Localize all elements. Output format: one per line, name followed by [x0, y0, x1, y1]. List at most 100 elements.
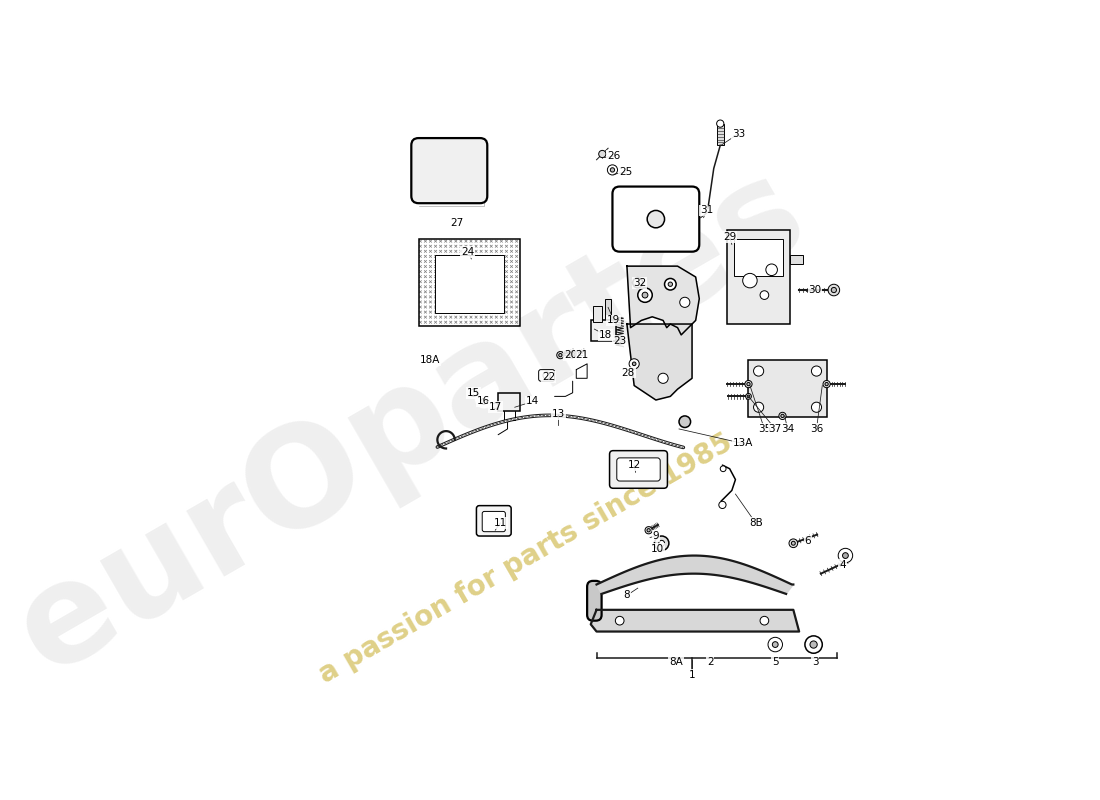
Text: 1: 1 [689, 670, 695, 680]
Circle shape [812, 366, 822, 376]
Text: 17: 17 [488, 402, 502, 412]
Circle shape [647, 210, 664, 228]
Circle shape [791, 542, 795, 546]
Circle shape [823, 381, 830, 388]
Circle shape [571, 354, 573, 357]
Circle shape [810, 641, 817, 648]
Circle shape [745, 381, 752, 388]
Text: a passion for parts since 1985: a passion for parts since 1985 [314, 429, 737, 690]
Circle shape [481, 398, 486, 404]
Bar [734, 239, 783, 275]
Circle shape [812, 402, 822, 412]
Text: 2: 2 [707, 657, 714, 667]
Circle shape [493, 403, 498, 409]
Bar [593, 306, 602, 322]
Bar [605, 298, 610, 319]
Circle shape [658, 374, 668, 383]
Text: 29: 29 [723, 232, 736, 242]
FancyBboxPatch shape [613, 186, 700, 252]
Circle shape [680, 298, 690, 307]
Text: 12: 12 [627, 460, 641, 470]
Circle shape [747, 382, 750, 386]
FancyBboxPatch shape [539, 370, 554, 381]
Circle shape [647, 529, 650, 532]
Circle shape [610, 168, 615, 172]
FancyBboxPatch shape [617, 458, 660, 481]
Circle shape [760, 290, 769, 299]
Text: 10: 10 [651, 544, 664, 554]
Circle shape [832, 287, 836, 293]
Circle shape [742, 274, 757, 288]
Text: 8: 8 [624, 590, 630, 600]
Text: 36: 36 [810, 424, 823, 434]
Text: 20: 20 [564, 350, 578, 360]
Circle shape [768, 638, 782, 652]
Circle shape [615, 616, 624, 625]
Circle shape [760, 616, 769, 625]
Circle shape [598, 150, 606, 158]
Circle shape [642, 292, 648, 298]
Bar [727, 230, 791, 324]
Text: 4: 4 [839, 560, 846, 570]
Circle shape [772, 642, 778, 647]
FancyBboxPatch shape [411, 138, 487, 203]
Bar [498, 393, 520, 411]
Circle shape [825, 382, 828, 386]
Text: 33: 33 [732, 129, 745, 138]
FancyBboxPatch shape [476, 506, 512, 536]
Text: 23: 23 [613, 336, 626, 346]
Circle shape [645, 526, 652, 534]
Circle shape [746, 394, 751, 399]
FancyBboxPatch shape [587, 581, 602, 621]
Circle shape [638, 288, 652, 302]
Circle shape [668, 282, 672, 286]
Circle shape [720, 466, 726, 472]
Text: 13: 13 [551, 410, 564, 419]
Text: 24: 24 [461, 246, 474, 257]
Circle shape [838, 548, 853, 562]
Circle shape [664, 278, 676, 290]
Circle shape [632, 278, 642, 288]
Text: 37: 37 [769, 424, 782, 434]
Text: eurOpartes: eurOpartes [0, 142, 827, 702]
Circle shape [470, 389, 477, 396]
Polygon shape [627, 266, 700, 335]
FancyBboxPatch shape [482, 511, 505, 532]
Text: 18: 18 [598, 330, 612, 340]
Circle shape [559, 354, 562, 357]
Polygon shape [596, 555, 793, 594]
Circle shape [766, 264, 778, 275]
Bar [748, 360, 826, 417]
Text: 11: 11 [494, 518, 507, 528]
Text: 18A: 18A [420, 355, 440, 366]
Circle shape [747, 395, 750, 398]
Bar [418, 239, 520, 326]
Circle shape [781, 414, 784, 418]
Circle shape [754, 366, 763, 376]
Text: 22: 22 [542, 372, 556, 382]
Polygon shape [627, 324, 692, 400]
Text: 26: 26 [607, 151, 620, 161]
Text: 27: 27 [450, 218, 463, 228]
Text: 19: 19 [607, 315, 620, 326]
Circle shape [607, 165, 617, 175]
Circle shape [659, 540, 664, 546]
Text: 25: 25 [619, 167, 632, 177]
Text: 6: 6 [804, 536, 811, 546]
Text: 14: 14 [526, 397, 539, 406]
Bar [436, 255, 504, 313]
Text: 31: 31 [700, 206, 713, 215]
FancyBboxPatch shape [609, 450, 668, 488]
Text: 5: 5 [772, 657, 779, 667]
Text: 35: 35 [758, 424, 771, 434]
Text: 13A: 13A [733, 438, 752, 449]
Bar [591, 321, 616, 341]
Circle shape [805, 636, 823, 654]
Circle shape [569, 352, 575, 358]
Text: 21: 21 [575, 350, 589, 360]
Polygon shape [591, 610, 799, 631]
Circle shape [679, 416, 691, 427]
Circle shape [716, 120, 724, 127]
Text: 8A: 8A [669, 657, 683, 667]
Circle shape [654, 536, 669, 550]
